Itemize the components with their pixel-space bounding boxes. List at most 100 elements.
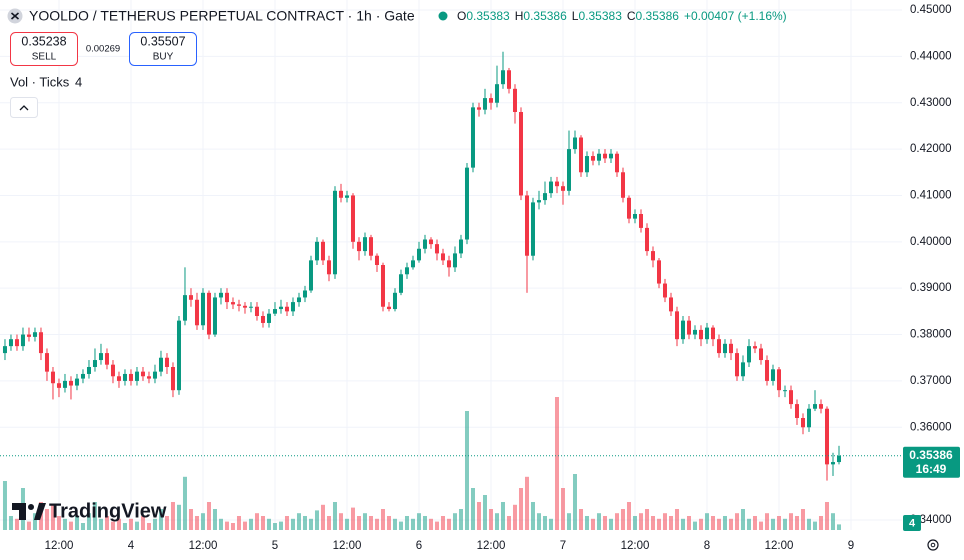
candle-body <box>674 311 679 340</box>
candle-body <box>794 404 799 418</box>
volume-bar <box>278 521 283 530</box>
candle-body <box>14 339 19 347</box>
candle-body <box>824 408 829 465</box>
volume-bar <box>140 516 145 530</box>
ohlc-change: +0.00407 (+1.16%) <box>684 9 787 23</box>
candle-body <box>476 107 481 110</box>
market-status[interactable] <box>438 11 448 21</box>
candle-body <box>740 362 745 377</box>
candle-body <box>686 320 691 335</box>
buy-button[interactable] <box>129 32 197 66</box>
volume-bar <box>242 521 247 530</box>
volume-bar <box>338 513 343 530</box>
volume-bar <box>128 518 133 530</box>
volume-bar <box>764 513 769 530</box>
candle-body <box>692 329 697 335</box>
volume-bar <box>14 518 19 530</box>
settings-icon[interactable] <box>927 539 939 551</box>
countdown-label: 16:49 <box>916 462 947 476</box>
candle-body <box>236 304 241 306</box>
candle-body <box>566 149 571 191</box>
collapse-button[interactable] <box>10 97 38 118</box>
y-tick-label: 0.45000 <box>910 4 952 16</box>
candle-body <box>614 153 619 173</box>
volume-bar <box>662 513 667 530</box>
candles <box>2 51 841 481</box>
candle-body <box>434 244 439 254</box>
y-tick-label: 0.44000 <box>910 50 952 62</box>
volume-bar <box>8 516 13 530</box>
volume-pane <box>2 397 841 530</box>
volume-bar <box>236 516 241 530</box>
volume-bar <box>176 504 181 530</box>
candle-body <box>122 373 127 381</box>
candle-body <box>248 306 253 308</box>
candle-body <box>440 253 445 261</box>
settings-icon <box>930 542 936 548</box>
ohlc-legend: O0.35383 H0.35386 L0.35383 C0.35386 +0.00407… <box>457 9 787 23</box>
volume-bar <box>626 502 631 530</box>
volume-bar <box>134 521 139 530</box>
volume-bar <box>260 516 265 530</box>
volume-bar <box>326 516 331 530</box>
candle-body <box>188 295 193 300</box>
symbol-title[interactable]: YOOLDO / TETHERUS PERPETUAL CONTRACT · 1… <box>29 8 415 24</box>
volume-bar <box>548 518 553 530</box>
volume-bar <box>98 518 103 530</box>
sell-label: SELL <box>32 52 57 63</box>
candle-body <box>644 227 649 252</box>
x-tick-label: 12:00 <box>621 540 650 552</box>
candle-body <box>548 181 553 194</box>
volume-bar <box>362 513 367 530</box>
candle-body <box>272 309 277 314</box>
volume-bar <box>488 509 493 530</box>
candle-body <box>62 380 67 388</box>
indicator-name[interactable]: Vol · Ticks <box>10 74 70 89</box>
volume-bar <box>710 516 715 530</box>
volume-bar <box>590 518 595 530</box>
candle-body <box>266 313 271 323</box>
candle-body <box>662 283 667 298</box>
candle-body <box>296 297 301 303</box>
candle-body <box>836 455 841 463</box>
ohlc-label: C <box>627 9 636 23</box>
candle-body <box>320 241 325 261</box>
candle-body <box>572 137 577 150</box>
candle-body <box>656 260 661 284</box>
candle-body <box>584 156 589 173</box>
candle-body <box>650 251 655 261</box>
volume-bar <box>746 518 751 530</box>
ohlc-value: 0.35383 <box>578 9 622 23</box>
candle-body <box>542 193 547 201</box>
candle-body <box>830 462 835 465</box>
candle-body <box>812 404 817 409</box>
volume-bar <box>674 509 679 530</box>
volume-bar <box>368 516 373 530</box>
volume-bar <box>476 502 481 530</box>
volume-bar <box>464 411 469 530</box>
volume-bar <box>680 518 685 530</box>
volume-bar <box>104 516 109 530</box>
candle-body <box>290 302 295 312</box>
volume-bar <box>116 518 121 530</box>
volume-bar <box>632 516 637 530</box>
volume-bar <box>194 516 199 530</box>
candle-body <box>176 320 181 391</box>
volume-bar <box>74 516 79 530</box>
volume-bar <box>164 516 169 530</box>
volume-bar <box>722 516 727 530</box>
volume-bar <box>308 518 313 530</box>
volume-bar <box>560 488 565 530</box>
candle-body <box>506 70 511 89</box>
candle-body <box>92 360 97 367</box>
candle-body <box>200 292 205 326</box>
candle-body <box>50 371 55 384</box>
candle-body <box>680 320 685 340</box>
volume-bar <box>446 518 451 530</box>
candle-body <box>782 390 787 392</box>
candle-body <box>770 369 775 381</box>
volume-bar <box>806 518 811 530</box>
candle-body <box>416 248 421 261</box>
volume-bar <box>452 513 457 530</box>
sell-button[interactable] <box>10 32 78 66</box>
